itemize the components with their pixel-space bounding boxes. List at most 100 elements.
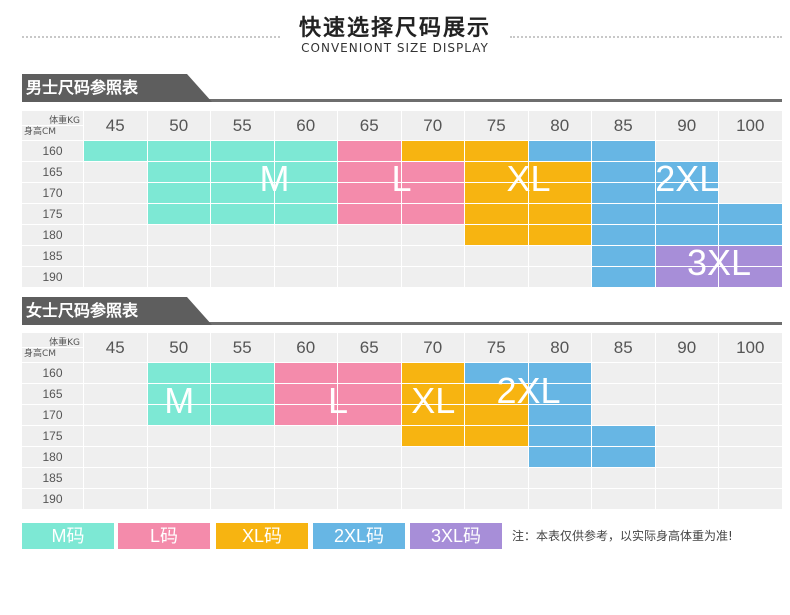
empty-cell	[274, 267, 338, 288]
empty-cell	[84, 489, 148, 510]
size-cell-xl	[528, 162, 592, 183]
size-label-xl: XL	[411, 380, 456, 421]
empty-cell	[592, 468, 656, 489]
size-cell-3xl	[719, 267, 783, 288]
size-cell-2xl	[592, 141, 656, 162]
empty-cell	[528, 267, 592, 288]
empty-cell	[655, 405, 719, 426]
size-cell-m	[84, 141, 148, 162]
size-cell-2xl	[528, 405, 592, 426]
empty-cell	[84, 183, 148, 204]
empty-cell	[465, 468, 529, 489]
size-cell-xl	[528, 204, 592, 225]
legend-2xl: 2XL码	[313, 523, 405, 549]
section-rule	[22, 99, 782, 102]
weight-header: 70	[401, 111, 465, 141]
corner-divider	[22, 125, 84, 126]
weight-axis-label: 体重KG	[49, 338, 80, 348]
size-cell-3xl	[719, 246, 783, 267]
height-axis-label: 身高CM	[24, 127, 57, 137]
size-cell-l	[338, 183, 402, 204]
empty-cell	[655, 447, 719, 468]
size-cell-2xl	[592, 204, 656, 225]
empty-cell	[401, 267, 465, 288]
empty-cell	[465, 489, 529, 510]
section-rule	[22, 322, 782, 325]
size-cell-2xl	[528, 141, 592, 162]
size-cell-m	[211, 405, 275, 426]
weight-header: 80	[528, 333, 592, 363]
size-cell-l	[401, 204, 465, 225]
empty-cell	[592, 384, 656, 405]
size-label-2xl: 2XL	[655, 158, 720, 199]
size-cell-l	[274, 405, 338, 426]
size-cell-2xl	[655, 225, 719, 246]
empty-cell	[274, 246, 338, 267]
empty-cell	[84, 426, 148, 447]
empty-cell	[147, 426, 211, 447]
weight-header: 90	[655, 333, 719, 363]
size-cell-2xl	[655, 162, 719, 183]
size-cell-l	[338, 204, 402, 225]
size-cell-2xl	[528, 384, 592, 405]
empty-cell	[274, 447, 338, 468]
empty-cell	[592, 489, 656, 510]
size-cell-l	[338, 384, 402, 405]
corner-divider	[22, 347, 84, 348]
weight-header: 55	[211, 333, 275, 363]
empty-cell	[84, 225, 148, 246]
size-label-3xl: 3XL	[686, 242, 752, 283]
empty-cell	[655, 489, 719, 510]
empty-cell	[274, 489, 338, 510]
empty-cell	[592, 405, 656, 426]
size-label-2xl: 2XL	[496, 369, 561, 411]
empty-cell	[528, 468, 592, 489]
size-cell-2xl	[592, 162, 656, 183]
size-cell-xl	[465, 141, 529, 162]
weight-axis-label: 体重KG	[49, 116, 80, 126]
size-cell-2xl	[528, 363, 592, 384]
empty-cell	[84, 405, 148, 426]
size-label-xl: XL	[506, 158, 551, 199]
size-cell-l	[338, 141, 402, 162]
size-cell-xl	[401, 426, 465, 447]
height-row-label: 190	[22, 267, 84, 288]
size-cell-m	[274, 183, 338, 204]
empty-cell	[147, 447, 211, 468]
height-row-label: 190	[22, 489, 84, 510]
size-cell-xl	[465, 384, 529, 405]
size-cell-xl	[465, 225, 529, 246]
empty-cell	[655, 426, 719, 447]
empty-cell	[84, 204, 148, 225]
size-cell-2xl	[592, 447, 656, 468]
size-cell-xl	[401, 384, 465, 405]
empty-cell	[338, 246, 402, 267]
empty-cell	[147, 267, 211, 288]
weight-header: 80	[528, 111, 592, 141]
size-cell-m	[147, 384, 211, 405]
empty-cell	[719, 489, 783, 510]
height-row-label: 175	[22, 204, 84, 225]
empty-cell	[655, 468, 719, 489]
weight-header: 45	[84, 111, 148, 141]
size-cell-2xl	[719, 225, 783, 246]
height-row-label: 165	[22, 384, 84, 405]
size-cell-2xl	[655, 183, 719, 204]
size-cell-m	[147, 204, 211, 225]
weight-header: 50	[147, 333, 211, 363]
empty-cell	[84, 246, 148, 267]
size-cell-m	[211, 183, 275, 204]
size-cell-m	[274, 162, 338, 183]
height-row-label: 185	[22, 468, 84, 489]
size-cell-l	[338, 363, 402, 384]
weight-header: 85	[592, 333, 656, 363]
size-cell-m	[211, 141, 275, 162]
empty-cell	[147, 489, 211, 510]
empty-cell	[84, 384, 148, 405]
empty-cell	[719, 426, 783, 447]
empty-cell	[84, 162, 148, 183]
empty-cell	[338, 468, 402, 489]
size-cell-xl	[401, 363, 465, 384]
weight-header: 55	[211, 111, 275, 141]
empty-cell	[719, 141, 783, 162]
